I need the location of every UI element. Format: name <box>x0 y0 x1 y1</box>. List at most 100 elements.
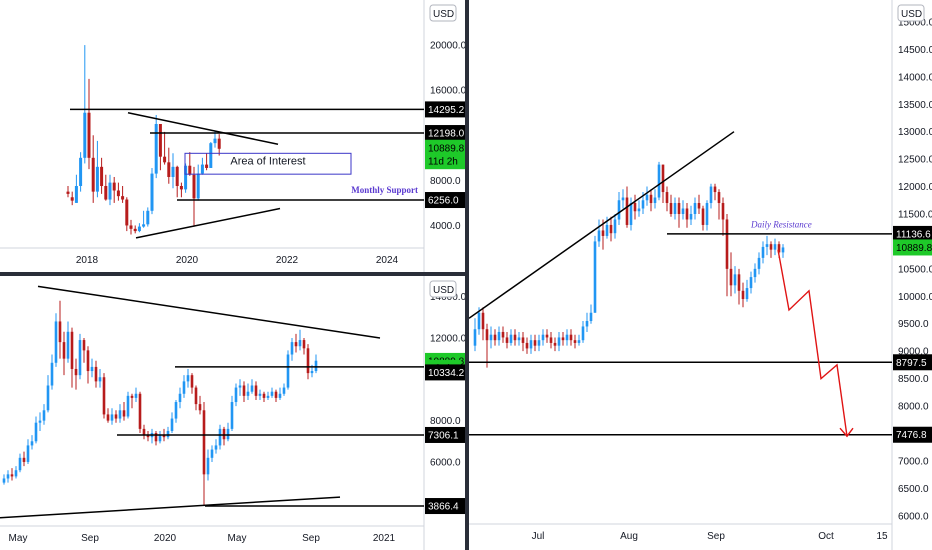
candle-body <box>166 430 170 438</box>
price-label-box <box>425 139 465 156</box>
candle-body <box>314 360 318 372</box>
candle-body <box>190 375 194 388</box>
daily-chart-panel[interactable]: 6000.06500.07000.07500.08000.08500.09000… <box>469 0 932 550</box>
candle-body <box>705 203 709 225</box>
candle-body <box>178 393 182 403</box>
y-tick-label: 4000.0 <box>430 221 461 232</box>
candle-body <box>549 337 553 343</box>
weekly-chart[interactable]: 4000.06000.08000.012000.014000.0MaySep20… <box>0 276 465 550</box>
candle-body <box>95 166 99 192</box>
vertical-divider[interactable] <box>465 0 469 550</box>
candle-body <box>258 393 262 396</box>
candle-body <box>553 342 557 346</box>
x-tick-label: Sep <box>81 533 99 544</box>
candle-body <box>74 368 78 376</box>
candle-body <box>565 334 569 341</box>
candle-body <box>125 199 129 226</box>
candle-body <box>171 166 175 177</box>
candle-body <box>557 337 561 346</box>
price-label-text: 6256.0 <box>428 196 459 207</box>
daily-chart[interactable]: 6000.06500.07000.07500.08000.08500.09000… <box>469 0 932 550</box>
candle-body <box>741 290 745 300</box>
candle-body <box>254 385 258 396</box>
candle-body <box>154 433 158 442</box>
monthly-chart[interactable]: 4000.08000.012000.016000.020000.02018202… <box>0 0 465 272</box>
candle-body <box>126 395 130 417</box>
candle-body <box>70 331 74 369</box>
x-tick-label: 2022 <box>276 255 299 266</box>
candle-body <box>669 203 673 214</box>
candle-body <box>773 244 777 250</box>
candle-body <box>22 457 26 462</box>
candle-body <box>129 225 133 229</box>
candle-body <box>657 164 661 198</box>
candle-body <box>200 164 204 174</box>
currency-badge-text: USD <box>901 9 922 20</box>
y-tick-label: 10000.0 <box>898 292 932 303</box>
candle-body <box>154 124 158 174</box>
y-tick-label: 7000.0 <box>898 456 929 467</box>
candle-body <box>533 340 537 346</box>
candle-body <box>214 445 218 450</box>
candle-body <box>270 391 274 396</box>
x-tick-label: May <box>9 533 28 544</box>
candle-body <box>737 274 741 291</box>
monthly-support-label: Monthly Support <box>351 185 418 195</box>
y-tick-label: 14000.0 <box>430 292 465 303</box>
y-tick-label: 15000.0 <box>898 17 932 28</box>
candle-body <box>38 420 42 423</box>
y-tick-label: 10500.0 <box>898 264 932 275</box>
x-tick-label: 2018 <box>76 255 99 266</box>
y-tick-label: 9000.0 <box>898 347 929 358</box>
candle-body <box>130 395 134 398</box>
candle-body <box>689 213 693 220</box>
candle-body <box>58 321 62 343</box>
candle-body <box>278 393 282 398</box>
candle-body <box>86 350 90 372</box>
candle-body <box>777 244 781 253</box>
candle-body <box>725 219 729 269</box>
candle-body <box>104 186 108 200</box>
price-label-box <box>425 153 465 170</box>
candle-body <box>729 268 733 286</box>
candle-body <box>137 226 141 232</box>
candle-body <box>234 387 238 403</box>
x-tick-label: 2020 <box>154 533 177 544</box>
price-label-box <box>893 225 932 242</box>
candle-body <box>106 414 110 421</box>
y-tick-label: 16000.0 <box>430 86 465 97</box>
candle-body <box>753 268 757 278</box>
candle-body <box>497 331 501 341</box>
candle-body <box>617 200 621 220</box>
weekly-chart-panel[interactable]: 4000.06000.08000.012000.014000.0MaySep20… <box>0 276 465 550</box>
candle-body <box>713 186 717 193</box>
x-tick-label: 15 <box>876 531 888 542</box>
currency-badge <box>429 4 457 22</box>
candle-body <box>54 321 58 363</box>
candle-body <box>274 391 278 398</box>
candle-body <box>717 192 721 204</box>
horizontal-divider[interactable] <box>0 272 465 276</box>
candle-body <box>70 197 74 201</box>
candle-body <box>217 138 221 149</box>
candle-body <box>150 173 154 211</box>
candle-body <box>114 414 118 419</box>
candle-body <box>633 203 637 212</box>
monthly-chart-panel[interactable]: 4000.08000.012000.016000.020000.02018202… <box>0 0 465 272</box>
candle-body <box>665 192 669 204</box>
arrow-head <box>839 427 854 438</box>
candle-body <box>302 340 306 349</box>
x-tick-label: 2024 <box>376 255 399 266</box>
candle-body <box>167 162 171 177</box>
candle-body <box>34 422 38 442</box>
candle-body <box>573 340 577 343</box>
candle-body <box>184 165 188 190</box>
price-label-text: 3866.4 <box>428 502 459 513</box>
candle-body <box>79 157 83 186</box>
candle-body <box>42 410 46 421</box>
x-tick-label: Aug <box>620 531 638 542</box>
candle-body <box>649 194 653 204</box>
candle-body <box>206 457 210 475</box>
candle-body <box>83 112 87 158</box>
currency-badge-text: USD <box>433 285 454 296</box>
